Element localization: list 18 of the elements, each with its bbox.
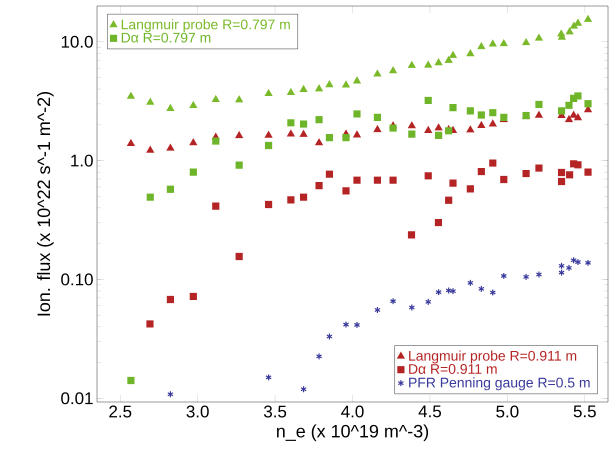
- x-tick-label: 3.5: [264, 406, 286, 418]
- y-tick-label: 0.01: [61, 392, 93, 404]
- legend-label: Langmuir probe R=0.797 m: [122, 19, 290, 32]
- x-tick-label: 4.5: [418, 406, 441, 418]
- legend-label: Dα R=0.797 m: [122, 32, 210, 43]
- legend-label: Langmuir probe R=0.911 m: [409, 350, 576, 364]
- x-tick-label: 5.5: [574, 406, 596, 418]
- x-tick-label: 5.0: [496, 406, 518, 418]
- x-tick-label: 2.5: [109, 406, 132, 418]
- x-tick-label: 4.0: [341, 406, 364, 418]
- y-tick-label: 0.10: [61, 273, 93, 286]
- x-axis-title: n_e (x 10^19 m^-3): [277, 424, 428, 442]
- y-tick-label: 10.0: [62, 36, 93, 48]
- y-axis-title: Ion. flux (x 10^22 s^-1 m^-2): [36, 92, 54, 316]
- legend-label: Dα R=0.911 m: [409, 364, 497, 374]
- x-tick-label: 3.0: [186, 406, 209, 418]
- legend-label: PFR Penning gauge R=0.5 m: [409, 377, 590, 390]
- y-tick-label: 1.0: [71, 154, 93, 167]
